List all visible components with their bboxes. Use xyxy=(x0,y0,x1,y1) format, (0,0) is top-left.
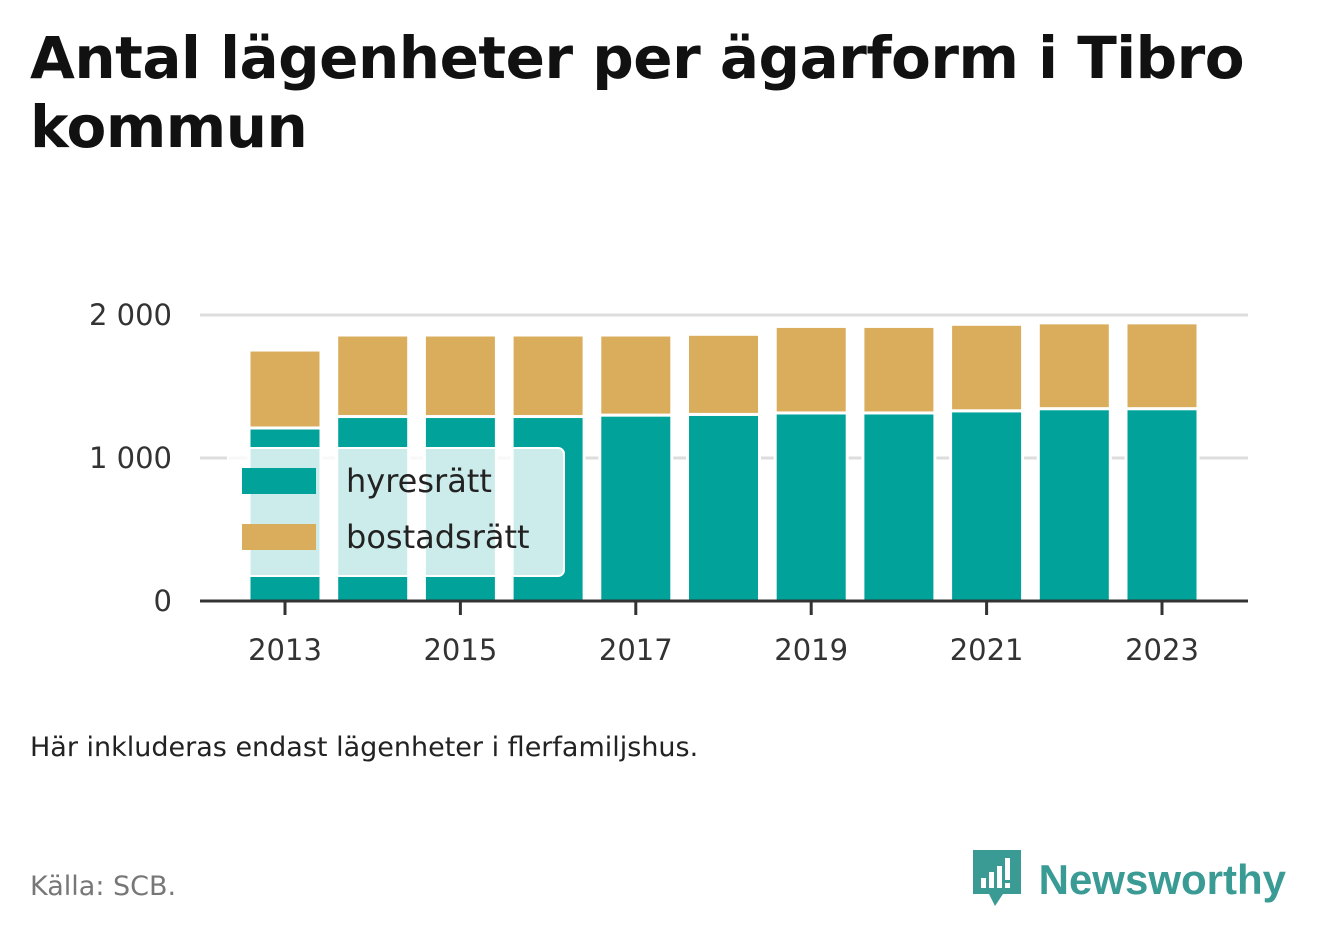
bar-bostadsratt xyxy=(335,333,411,419)
bar-bostadsratt xyxy=(422,333,498,419)
brand-name: Newsworthy xyxy=(1038,856,1286,903)
x-tick-label: 2015 xyxy=(423,633,497,667)
bar-bostadsratt xyxy=(1036,321,1112,411)
bar-bostadsratt xyxy=(686,332,761,416)
legend-label-bostadsratt: bostadsrätt xyxy=(346,518,530,556)
brand-logo: Newsworthy xyxy=(972,850,1286,910)
bar-bostadsratt xyxy=(247,348,323,430)
x-tick-label: 2013 xyxy=(248,633,322,667)
legend: hyresrätt bostadsrätt xyxy=(227,447,565,577)
bar-bostadsratt xyxy=(949,322,1025,413)
chart-note: Här inkluderas endast lägenheter i flerf… xyxy=(30,732,699,763)
bar-hyresratt xyxy=(773,411,849,603)
legend-swatch-bostadsratt xyxy=(242,524,316,550)
legend-label-hyresratt: hyresrätt xyxy=(346,462,492,500)
bar-bostadsratt xyxy=(598,333,674,417)
bar-hyresratt xyxy=(598,413,674,603)
axes: 0 1 000 2 000 2013 2015 2017 2019 2021 2023 xyxy=(89,298,1248,667)
bar-bostadsratt xyxy=(773,324,849,415)
chart-title: Antal lägenheter per ägarform i Tibro ko… xyxy=(30,24,1245,161)
bar-hyresratt xyxy=(1124,407,1200,603)
bars xyxy=(247,321,1200,603)
x-tick-label: 2017 xyxy=(599,633,673,667)
x-tick-label: 2019 xyxy=(774,633,848,667)
y-tick-label: 2 000 xyxy=(89,298,172,332)
bar-hyresratt xyxy=(861,411,937,603)
bar-hyresratt xyxy=(1036,407,1112,603)
x-tick-label: 2023 xyxy=(1125,633,1199,667)
source-text: Källa: SCB. xyxy=(30,871,177,902)
bar-bostadsratt xyxy=(1124,321,1200,411)
legend-swatch-hyresratt xyxy=(242,468,316,494)
x-tick-label: 2021 xyxy=(950,633,1024,667)
newsworthy-logo-icon xyxy=(972,850,1021,906)
y-tick-label: 0 xyxy=(154,584,172,618)
stacked-bar-chart: 0 1 000 2 000 2013 2015 2017 2019 2021 2023 hyre… xyxy=(89,298,1248,667)
bar-hyresratt xyxy=(686,412,761,603)
y-tick-label: 1 000 xyxy=(89,441,172,475)
bar-bostadsratt xyxy=(510,333,586,419)
bar-bostadsratt xyxy=(861,324,937,415)
bar-hyresratt xyxy=(949,409,1025,603)
